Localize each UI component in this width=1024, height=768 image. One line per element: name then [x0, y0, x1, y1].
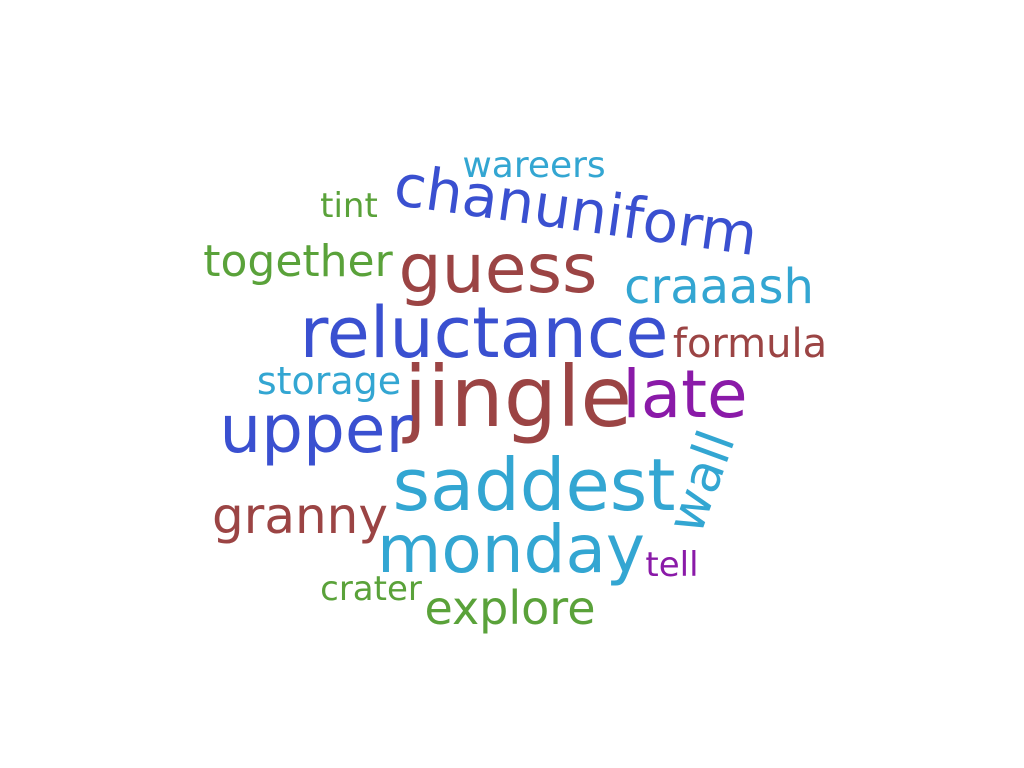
word-reluctance: reluctance — [299, 292, 669, 374]
word-wareers: wareers — [462, 145, 606, 186]
word-craaash: craaash — [624, 259, 814, 315]
word-crater: crater — [320, 569, 422, 609]
word-monday: monday — [377, 511, 645, 588]
word-tint: tint — [320, 186, 378, 226]
word-guess: guess — [398, 230, 598, 309]
word-together: together — [203, 236, 393, 287]
word-tell: tell — [645, 545, 699, 585]
word-jingle: jingle — [403, 348, 633, 446]
word-saddest: saddest — [392, 443, 676, 527]
word-storage: storage — [256, 359, 402, 403]
word-formula: formula — [672, 321, 828, 367]
word-upper: upper — [219, 391, 413, 468]
word-late: late — [622, 356, 748, 433]
word-granny: granny — [212, 487, 388, 545]
word-explore: explore — [424, 581, 596, 635]
